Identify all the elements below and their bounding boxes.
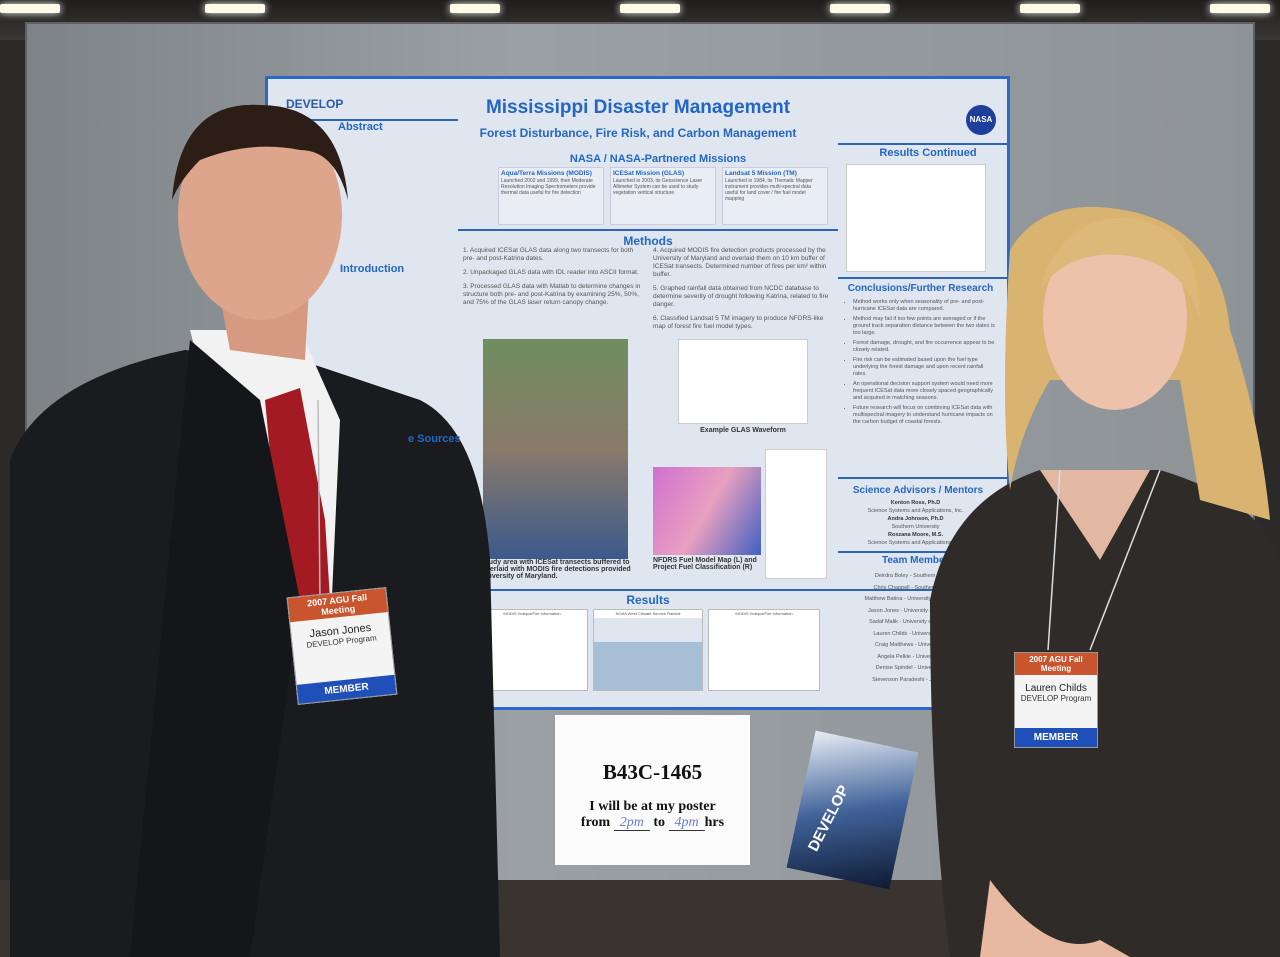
- nasa-logo: NASA: [966, 105, 996, 135]
- mission-card: Landsat 5 Mission (TM) Launched in 1984, …: [722, 167, 828, 225]
- sign-line: I will be at my poster: [589, 799, 716, 814]
- woman-lauren-childs: [930, 206, 1280, 957]
- name-badge-jason-jones: 2007 AGU Fall Meeting Jason Jones DEVELO…: [286, 587, 398, 705]
- develop-logo: DEVELOP: [286, 97, 344, 111]
- missions-heading: NASA / NASA-Partnered Missions: [569, 153, 747, 165]
- introduction-heading: Introduction: [340, 263, 405, 275]
- results-continued-chart: [846, 164, 986, 272]
- results-heading: Results: [626, 593, 670, 607]
- results-chart-3: MODIS Hotspot/Fire Information: [708, 609, 820, 691]
- advisors-list: Kenton Ross, Ph.D Science Systems and App…: [867, 500, 964, 546]
- poster-title: Mississippi Disaster Management: [485, 97, 791, 118]
- abstract-heading: Abstract: [338, 121, 383, 133]
- missions-list: Aqua/Terra Missions (MODIS) Launched 2002…: [498, 167, 828, 225]
- fuel-model-map: [653, 467, 761, 555]
- advisors-heading: Science Advisors / Mentors: [852, 485, 984, 496]
- results-chart-1: MODIS Hotspot/Fire Information: [476, 609, 588, 691]
- waveform-caption: Example GLAS Waveform: [700, 427, 786, 434]
- sign-times: from 2pm to 4pm hrs: [580, 815, 725, 831]
- results-continued-heading: Results Continued: [879, 147, 977, 159]
- fuel-legend: [765, 449, 827, 579]
- team-heading: Team Members: [881, 555, 955, 566]
- team-list: Deirdra Boley - Southern University Chri…: [864, 573, 972, 683]
- poster-code: B43C-1465: [602, 760, 703, 784]
- methods-left: 1. Acquired ICESat GLAS data along two t…: [463, 247, 641, 306]
- map-caption: Map of study area with ICESat transects …: [458, 559, 631, 580]
- poster-subtitle: Forest Disturbance, Fire Risk, and Carbo…: [479, 126, 797, 140]
- mission-card: Aqua/Terra Missions (MODIS) Launched 2002…: [498, 167, 604, 225]
- conclusions-list: Method works only when seasonality of pr…: [853, 299, 998, 426]
- mission-card: ICESat Mission (GLAS) Launched in 2003, i…: [610, 167, 716, 225]
- fuel-caption: NFDRS Fuel Model Map (L) and Project Fue…: [653, 557, 757, 571]
- name-badge-lauren-childs: 2007 AGU Fall Meeting Lauren Childs DEVE…: [1014, 652, 1098, 748]
- study-area-map: [483, 339, 628, 559]
- data-sources-heading: e Sources: [408, 433, 461, 445]
- waveform-chart: [678, 339, 808, 424]
- poster-time-sign: B43C-1465 I will be at my poster from 2p…: [555, 715, 750, 865]
- results-chart-2: NOAA West Climate Service Rainfall: [593, 609, 703, 691]
- man-jason-jones: [10, 104, 500, 957]
- methods-right: 4. Acquired MODIS fire detection product…: [653, 247, 829, 330]
- methods-heading: Methods: [623, 234, 673, 248]
- conclusions-heading: Conclusions/Further Research: [847, 283, 994, 294]
